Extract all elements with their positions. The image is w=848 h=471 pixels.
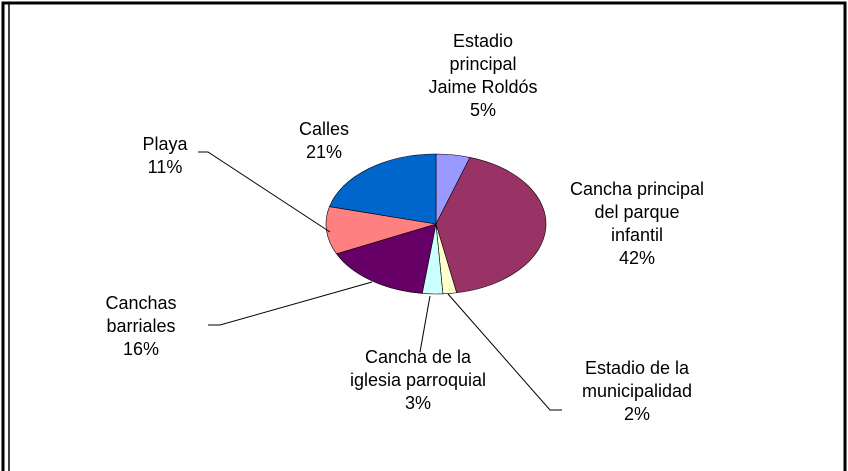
pie (325, 153, 547, 295)
leader-line (447, 293, 562, 411)
slice-label: Estadio de la municipalidad 2% (581, 358, 693, 424)
slice-label: Cancha principal del parque infantil 42% (569, 179, 705, 268)
leader-lines (198, 151, 562, 411)
leader-line (419, 295, 431, 353)
pie-slice (329, 153, 437, 225)
slice-label: Canchas barriales 16% (105, 293, 177, 359)
pie-slice (335, 223, 437, 294)
slice-label: Cancha de la iglesia parroquial 3% (349, 347, 487, 413)
slice-label: Estadio principal Jaime Roldós 5% (428, 31, 538, 120)
pie-slice (325, 206, 437, 255)
leader-line (208, 281, 373, 326)
pie-slice (435, 157, 547, 294)
slice-label: Playa 11% (142, 134, 188, 177)
leader-line (198, 151, 331, 233)
slice-label: Calles 21% (298, 119, 350, 162)
